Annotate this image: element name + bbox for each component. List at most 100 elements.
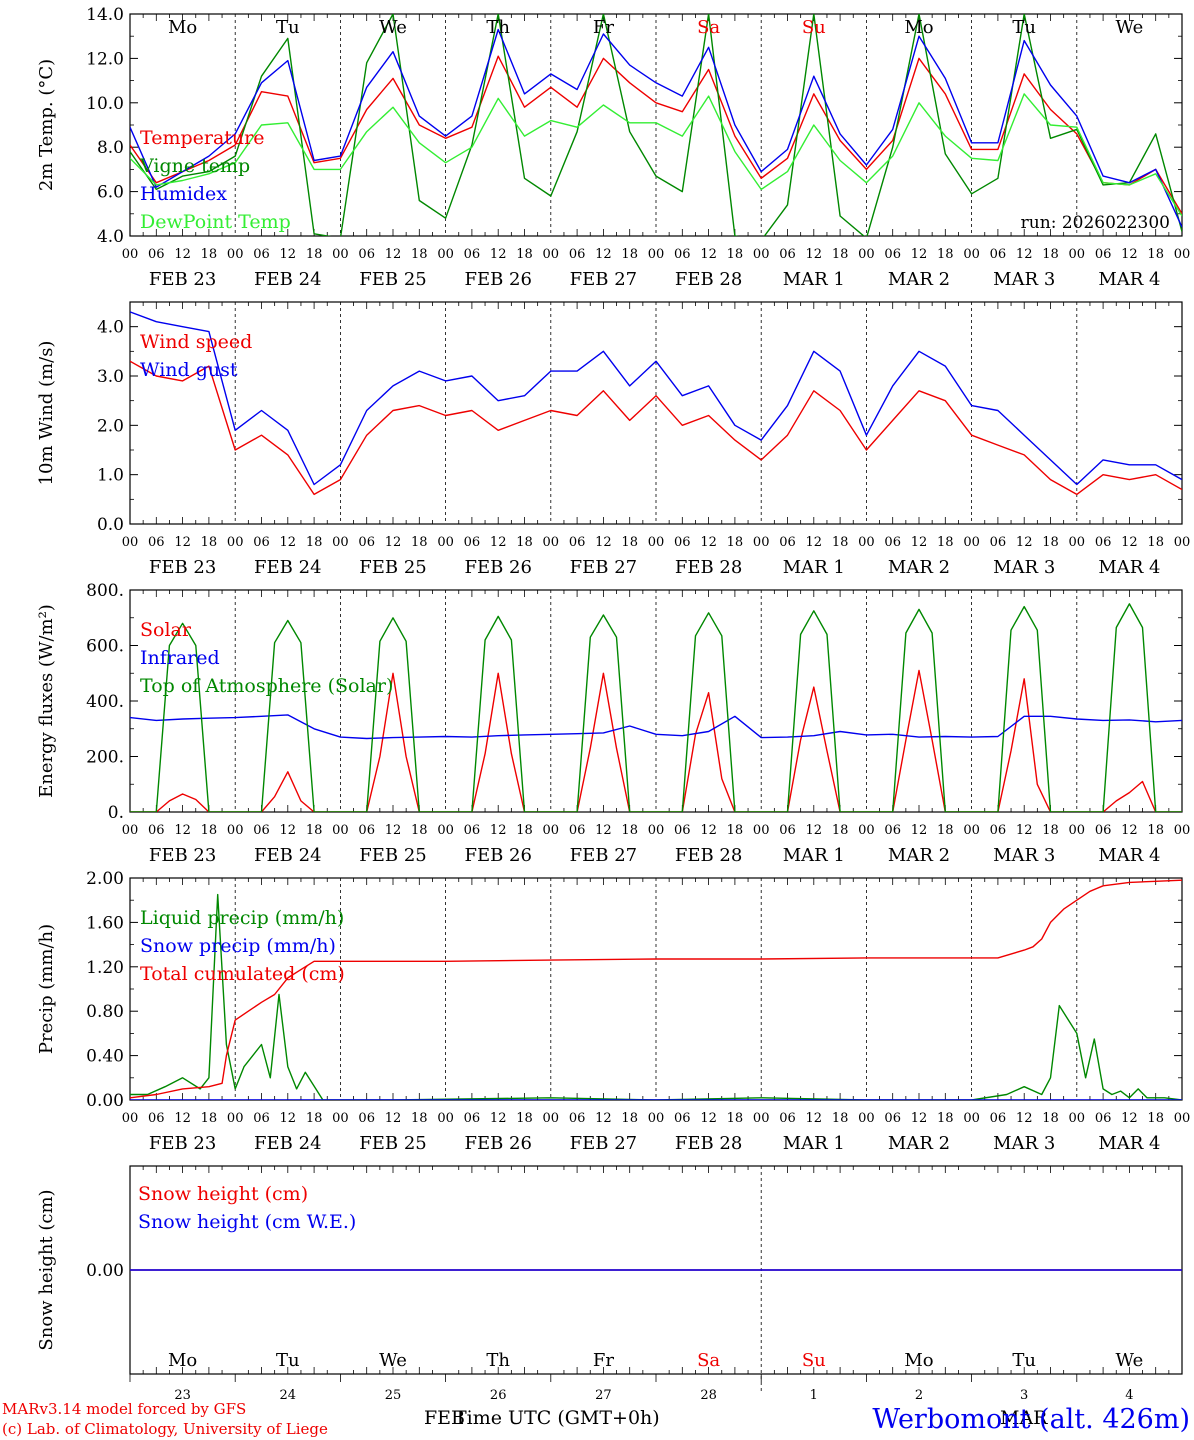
- hour-tick-label: 18: [411, 535, 428, 550]
- legend-entry: Liquid precip (mm/h): [140, 907, 344, 929]
- legend-entry: DewPoint Temp: [140, 211, 291, 233]
- hour-tick-label: 18: [306, 1111, 323, 1126]
- hour-tick-label: 06: [990, 247, 1007, 262]
- hour-tick-label: 06: [358, 247, 375, 262]
- y-tick-label: 2.00: [86, 869, 124, 889]
- hour-tick-label: 12: [385, 823, 402, 838]
- hour-tick-label: 12: [1016, 535, 1033, 550]
- y-tick-label: 800.: [86, 581, 124, 601]
- hour-tick-label: 12: [1121, 535, 1138, 550]
- date-label: FEB 25: [359, 557, 426, 578]
- hour-tick-label: 18: [201, 247, 218, 262]
- date-label: FEB 26: [464, 269, 531, 290]
- hour-tick-label: 12: [490, 535, 507, 550]
- date-label: FEB 25: [359, 269, 426, 290]
- x-axis-label: Time UTC (GMT+0h): [454, 1407, 660, 1429]
- hour-tick-label: 00: [753, 1111, 770, 1126]
- hour-tick-label: 00: [648, 1111, 665, 1126]
- legend-entry: Snow height (cm): [138, 1183, 308, 1205]
- date-label: MAR 4: [1098, 1133, 1160, 1154]
- date-label: MAR 1: [783, 557, 845, 578]
- weekday-label: We: [379, 1350, 407, 1371]
- hour-tick-label: 12: [490, 1111, 507, 1126]
- hour-tick-label: 06: [253, 247, 270, 262]
- y-tick-label: 2.0: [97, 416, 124, 436]
- hour-tick-label: 00: [1174, 823, 1191, 838]
- legend-entry: Temperature: [140, 127, 264, 149]
- y-tick-label: 200.: [86, 748, 124, 768]
- hour-tick-label: 18: [1042, 247, 1059, 262]
- day-number-label: 4: [1125, 1388, 1133, 1403]
- hour-tick-label: 00: [227, 823, 244, 838]
- hour-tick-label: 18: [1042, 823, 1059, 838]
- date-label: MAR 2: [888, 845, 950, 866]
- hour-tick-label: 18: [516, 247, 533, 262]
- date-label: FEB 24: [254, 557, 321, 578]
- hour-tick-label: 12: [174, 535, 191, 550]
- hour-tick-label: 18: [1042, 535, 1059, 550]
- hour-tick-label: 00: [858, 1111, 875, 1126]
- date-label: FEB 27: [570, 1133, 637, 1154]
- hour-tick-label: 00: [1069, 247, 1086, 262]
- hour-tick-label: 06: [253, 1111, 270, 1126]
- hour-tick-label: 18: [727, 535, 744, 550]
- hour-tick-label: 06: [884, 535, 901, 550]
- date-label: FEB 24: [254, 845, 321, 866]
- hour-tick-label: 00: [1174, 247, 1191, 262]
- day-number-label: 28: [700, 1388, 717, 1403]
- hour-tick-label: 18: [516, 535, 533, 550]
- day-number-label: 26: [490, 1388, 507, 1403]
- hour-tick-label: 00: [543, 247, 560, 262]
- day-number-label: 1: [810, 1388, 818, 1403]
- hour-tick-label: 18: [411, 247, 428, 262]
- hour-tick-label: 18: [621, 247, 638, 262]
- y-tick-label: 1.20: [86, 958, 124, 978]
- hour-tick-label: 06: [884, 1111, 901, 1126]
- hour-tick-label: 00: [1069, 535, 1086, 550]
- hour-tick-label: 18: [727, 823, 744, 838]
- legend-entry: Humidex: [140, 183, 227, 205]
- hour-tick-label: 00: [963, 1111, 980, 1126]
- weekday-label: Tu: [276, 17, 300, 38]
- day-number-label: 24: [280, 1388, 297, 1403]
- hour-tick-label: 12: [1121, 1111, 1138, 1126]
- hour-tick-label: 12: [280, 247, 297, 262]
- hour-tick-label: 18: [1147, 823, 1164, 838]
- date-label: MAR 4: [1098, 845, 1160, 866]
- hour-tick-label: 06: [569, 1111, 586, 1126]
- series-line-solar: [130, 669, 1182, 812]
- panel-5: 0.00 Snow height (cm) Snow height (cm) Snow…: [36, 1165, 1183, 1403]
- hour-tick-label: 18: [727, 1111, 744, 1126]
- weekday-label: Sa: [697, 1350, 720, 1371]
- hour-tick-label: 06: [569, 535, 586, 550]
- series-line-wind-gust: [130, 311, 1182, 486]
- hour-tick-label: 00: [1069, 1111, 1086, 1126]
- hour-tick-label: 06: [464, 535, 481, 550]
- series-line-top-of-atmosphere-solar-: [130, 603, 1182, 812]
- y-tick-label: 1.60: [86, 913, 124, 933]
- date-label: FEB 26: [464, 557, 531, 578]
- hour-tick-label: 18: [1042, 1111, 1059, 1126]
- legend-entry: Wind speed: [140, 331, 252, 353]
- hour-tick-label: 00: [227, 1111, 244, 1126]
- y-tick-label: 0.00: [86, 1091, 124, 1111]
- hour-tick-label: 00: [753, 535, 770, 550]
- hour-tick-label: 00: [437, 535, 454, 550]
- date-label: MAR 3: [993, 845, 1055, 866]
- series-line-wind-speed: [130, 360, 1182, 496]
- panel-1: 4.0 6.0 8.0 10.0 12.0 14.0 2m Temp. (°C) Temper…: [36, 5, 1190, 290]
- credit-line-2: (c) Lab. of Climatology, University of L…: [2, 1420, 328, 1438]
- date-label: FEB 23: [149, 557, 216, 578]
- y-tick-label: 3.0: [97, 367, 124, 387]
- weekday-label: Fr: [593, 1350, 614, 1371]
- hour-tick-label: 18: [832, 1111, 849, 1126]
- y-axis-label: 2m Temp. (°C): [36, 59, 57, 191]
- hour-tick-label: 06: [358, 535, 375, 550]
- hour-tick-label: 06: [253, 535, 270, 550]
- series-line-total-cumulated-cm-: [130, 879, 1182, 1099]
- y-tick-label: 10.0: [86, 94, 124, 114]
- hour-tick-label: 18: [306, 247, 323, 262]
- y-tick-label: 0.0: [97, 515, 124, 535]
- weekday-label: We: [1116, 1350, 1144, 1371]
- series-group: [130, 14, 1182, 236]
